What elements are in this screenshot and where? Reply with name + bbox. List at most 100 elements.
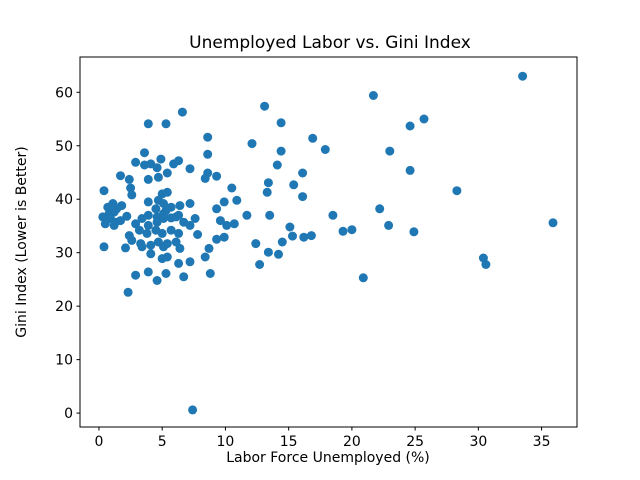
data-point — [134, 225, 144, 235]
x-tick-label: 5 — [158, 434, 167, 450]
data-point — [481, 260, 491, 269]
data-point — [98, 212, 108, 222]
data-point — [285, 222, 295, 232]
data-point — [212, 204, 222, 214]
data-point — [263, 178, 273, 188]
data-point — [289, 180, 299, 190]
data-point — [166, 202, 176, 212]
data-point — [185, 220, 195, 230]
data-point — [143, 119, 153, 129]
data-point — [452, 186, 462, 196]
y-tick-label: 60 — [55, 85, 73, 101]
data-point — [222, 220, 232, 230]
data-point — [171, 212, 181, 222]
data-point — [185, 257, 195, 267]
data-point — [232, 195, 242, 205]
data-point — [260, 101, 270, 111]
data-point — [126, 183, 136, 193]
data-point — [215, 216, 225, 226]
data-point — [229, 219, 239, 229]
data-point — [131, 157, 141, 167]
data-point — [159, 242, 168, 252]
data-point — [140, 148, 149, 158]
y-tick-label: 50 — [55, 139, 73, 155]
data-point — [263, 247, 273, 257]
data-point — [122, 211, 132, 221]
data-point — [146, 240, 156, 250]
data-point — [116, 171, 125, 181]
data-point — [205, 269, 215, 278]
data-point — [274, 249, 283, 259]
y-tick-label: 40 — [55, 192, 73, 208]
data-point — [358, 273, 368, 283]
data-point — [152, 163, 162, 173]
data-point — [123, 287, 133, 297]
data-point — [219, 197, 229, 207]
x-tick-label: 25 — [406, 434, 424, 450]
data-point — [99, 186, 109, 196]
data-point — [162, 252, 172, 262]
data-point — [179, 272, 189, 282]
data-point — [127, 190, 137, 200]
data-point — [298, 168, 308, 178]
x-tick-label: 30 — [469, 434, 487, 450]
data-point — [131, 270, 141, 280]
x-tick-label: 0 — [95, 434, 104, 450]
data-point — [405, 121, 415, 131]
data-point — [116, 216, 125, 226]
data-point — [162, 168, 172, 178]
data-point — [161, 269, 171, 278]
data-point — [143, 174, 153, 184]
data-point — [143, 267, 153, 277]
data-point — [419, 114, 429, 124]
data-point — [143, 210, 153, 220]
data-point — [384, 220, 394, 230]
data-point — [121, 243, 130, 253]
data-point — [99, 242, 109, 252]
data-point — [174, 258, 184, 268]
data-point — [159, 199, 168, 208]
data-point — [548, 218, 558, 228]
y-tick-label: 10 — [55, 353, 73, 369]
data-point — [227, 183, 237, 193]
x-tick-label: 35 — [533, 434, 551, 450]
data-point — [409, 227, 419, 237]
x-tick-label: 10 — [217, 434, 235, 450]
data-point — [308, 133, 318, 143]
data-point — [152, 276, 162, 285]
data-point — [127, 235, 137, 245]
data-point — [174, 228, 184, 238]
data-point — [146, 249, 156, 259]
data-point — [276, 118, 286, 128]
y-tick-label: 30 — [55, 246, 73, 262]
data-point — [185, 199, 195, 208]
data-point — [188, 405, 198, 415]
data-point — [272, 160, 282, 170]
data-point — [368, 91, 378, 100]
data-point — [276, 146, 286, 156]
data-point — [143, 220, 153, 230]
data-point — [143, 197, 153, 207]
data-point — [212, 234, 222, 244]
data-point — [347, 225, 357, 235]
data-point — [109, 220, 119, 230]
data-point — [265, 210, 275, 220]
data-point — [306, 231, 316, 241]
data-point — [174, 156, 184, 166]
data-point — [298, 192, 308, 202]
y-tick-label: 0 — [64, 406, 73, 422]
data-point — [142, 228, 152, 238]
data-points — [98, 71, 558, 415]
data-point — [124, 174, 134, 184]
data-point — [100, 219, 110, 229]
data-point — [405, 165, 415, 175]
data-point — [175, 201, 185, 211]
data-point — [175, 243, 185, 253]
data-point — [157, 228, 167, 238]
y-axis-ticks: 0 10 20 30 40 50 60 — [55, 85, 80, 422]
data-point — [518, 71, 528, 81]
data-point — [251, 239, 261, 249]
data-point — [288, 231, 297, 241]
data-point — [277, 237, 287, 247]
